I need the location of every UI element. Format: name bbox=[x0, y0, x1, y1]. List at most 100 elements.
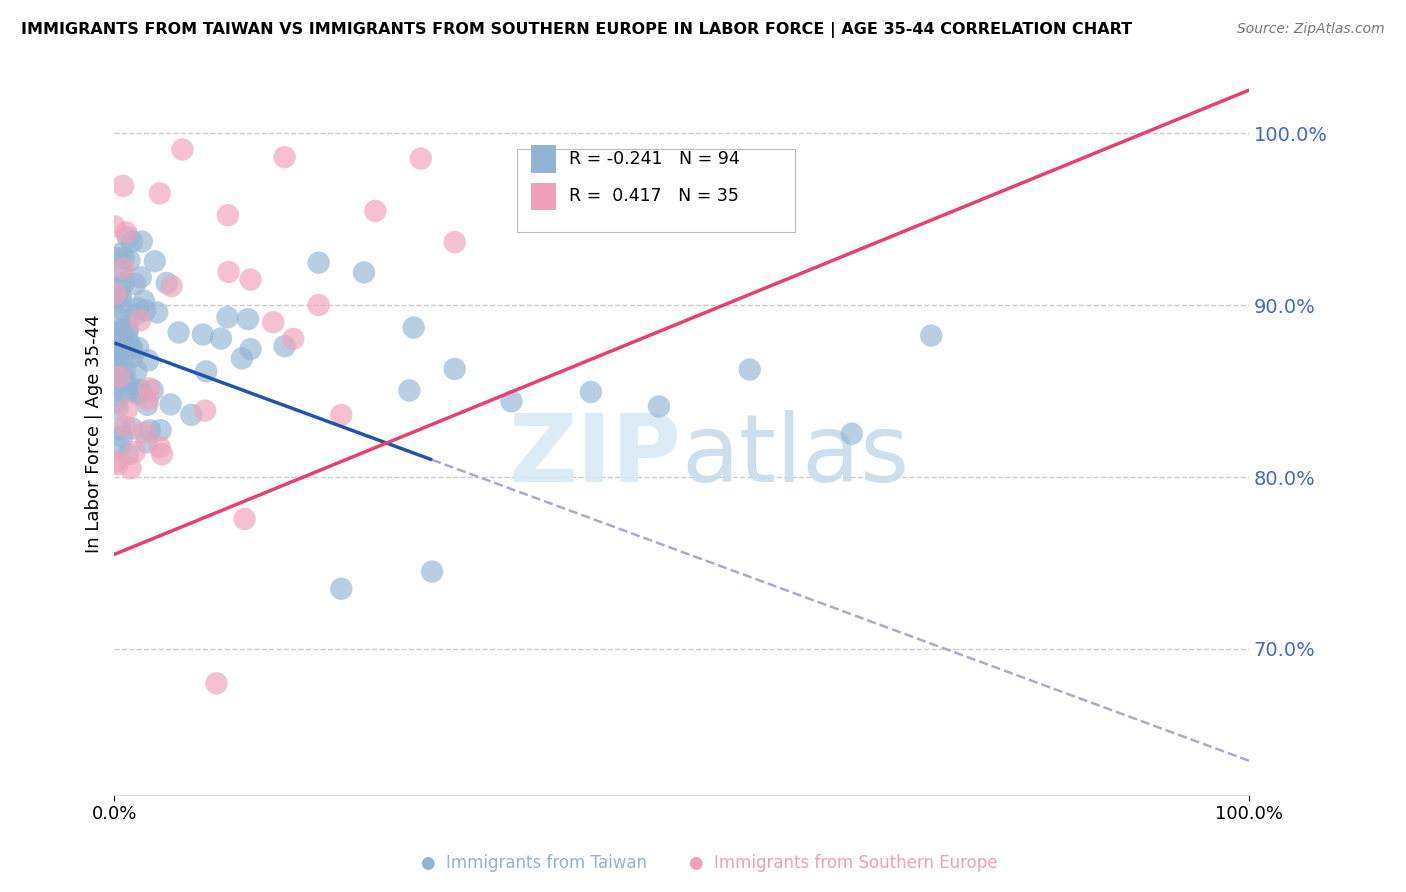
Point bbox=[308, 298, 330, 312]
Point bbox=[112, 345, 135, 359]
Point bbox=[139, 423, 162, 437]
Text: IMMIGRANTS FROM TAIWAN VS IMMIGRANTS FROM SOUTHERN EUROPE IN LABOR FORCE | AGE 3: IMMIGRANTS FROM TAIWAN VS IMMIGRANTS FRO… bbox=[21, 22, 1132, 38]
Point bbox=[308, 255, 330, 269]
Point bbox=[353, 265, 375, 279]
Text: ●  Immigrants from Southern Europe: ● Immigrants from Southern Europe bbox=[689, 855, 998, 872]
Point bbox=[118, 253, 141, 268]
Point bbox=[107, 379, 129, 393]
Bar bbox=[530, 145, 555, 173]
Point bbox=[104, 454, 127, 468]
Point bbox=[121, 342, 143, 356]
Point bbox=[156, 276, 179, 290]
Point bbox=[136, 392, 159, 407]
Point bbox=[402, 320, 425, 334]
Text: ZIP: ZIP bbox=[509, 409, 682, 501]
Point bbox=[149, 186, 172, 201]
Point bbox=[273, 150, 295, 164]
Point bbox=[105, 337, 128, 351]
Point bbox=[108, 341, 131, 355]
Point bbox=[121, 421, 143, 435]
Point bbox=[115, 420, 138, 434]
Point bbox=[115, 402, 138, 417]
Point bbox=[124, 445, 146, 459]
Point bbox=[501, 394, 523, 409]
Point bbox=[648, 400, 671, 414]
Point bbox=[111, 429, 134, 443]
Point bbox=[231, 351, 253, 366]
Text: atlas: atlas bbox=[682, 409, 910, 501]
Point bbox=[124, 309, 146, 323]
Point bbox=[104, 331, 127, 345]
Point bbox=[110, 294, 132, 309]
Point bbox=[217, 310, 239, 325]
Point bbox=[110, 341, 132, 355]
Point bbox=[920, 328, 942, 343]
Point bbox=[579, 384, 602, 399]
Point bbox=[107, 458, 129, 472]
Point bbox=[138, 381, 160, 395]
Point bbox=[132, 293, 155, 308]
Point bbox=[108, 440, 131, 454]
Point bbox=[112, 261, 135, 276]
Point bbox=[273, 339, 295, 353]
Point bbox=[236, 312, 259, 326]
Point bbox=[218, 265, 240, 279]
Point bbox=[194, 403, 217, 417]
Point bbox=[110, 281, 132, 295]
Point bbox=[112, 276, 135, 290]
Point bbox=[129, 270, 152, 285]
Point bbox=[105, 395, 128, 409]
Point bbox=[127, 387, 149, 401]
Point bbox=[330, 582, 353, 596]
Point bbox=[409, 152, 432, 166]
Point bbox=[172, 143, 194, 157]
Point bbox=[136, 353, 159, 368]
Point bbox=[120, 461, 142, 475]
Point bbox=[143, 254, 166, 268]
Point bbox=[108, 370, 131, 384]
Point bbox=[112, 251, 135, 265]
Point bbox=[118, 335, 141, 350]
Point bbox=[107, 401, 129, 416]
Point bbox=[114, 384, 136, 399]
Point bbox=[121, 235, 143, 249]
Point bbox=[110, 334, 132, 348]
Point bbox=[104, 287, 127, 301]
Point bbox=[111, 302, 134, 317]
Point bbox=[239, 342, 262, 356]
Point bbox=[131, 235, 153, 249]
Point bbox=[127, 341, 149, 355]
Point bbox=[115, 226, 138, 240]
Point bbox=[121, 350, 143, 364]
Point bbox=[159, 397, 181, 411]
Point bbox=[104, 351, 127, 366]
Point bbox=[262, 315, 284, 329]
Point bbox=[149, 423, 172, 437]
Point bbox=[209, 332, 232, 346]
Point bbox=[125, 364, 148, 378]
Point bbox=[167, 326, 190, 340]
Point bbox=[135, 435, 157, 450]
Point bbox=[108, 422, 131, 436]
Point bbox=[129, 384, 152, 399]
Point bbox=[283, 332, 305, 346]
Point bbox=[398, 384, 420, 398]
Point bbox=[114, 372, 136, 386]
Point bbox=[160, 279, 183, 293]
Point bbox=[129, 383, 152, 397]
Point bbox=[104, 355, 127, 369]
Point bbox=[117, 321, 139, 335]
Point bbox=[121, 341, 143, 355]
Point bbox=[124, 277, 146, 291]
Point bbox=[125, 384, 148, 399]
Point bbox=[364, 203, 387, 218]
Bar bbox=[530, 183, 555, 211]
Point bbox=[104, 344, 127, 359]
Point bbox=[205, 676, 228, 690]
Point bbox=[180, 408, 202, 422]
Point bbox=[104, 370, 127, 384]
Point bbox=[738, 362, 761, 376]
Point bbox=[146, 305, 169, 319]
Point bbox=[110, 264, 132, 278]
Point bbox=[191, 327, 214, 342]
